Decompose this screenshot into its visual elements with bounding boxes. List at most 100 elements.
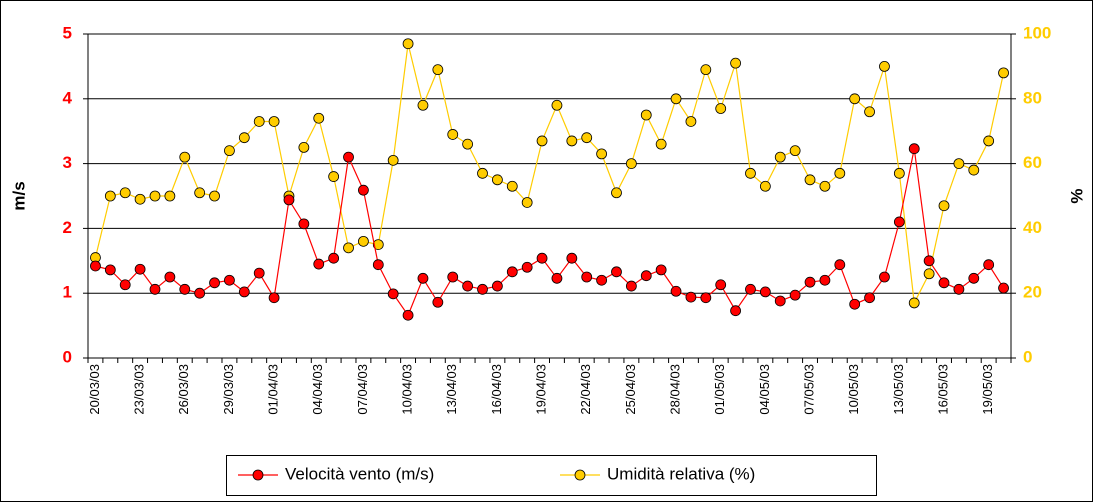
data-point xyxy=(358,235,369,247)
data-point xyxy=(581,132,593,144)
data-point xyxy=(655,138,667,150)
data-point xyxy=(491,174,503,186)
data-point xyxy=(447,129,459,140)
data-point xyxy=(432,296,444,308)
y2-axis-label: % xyxy=(1067,188,1086,203)
x-tick-label: 16/04/03 xyxy=(489,364,504,415)
data-point xyxy=(804,276,816,288)
data-point xyxy=(179,283,191,295)
x-tick-label: 19/04/03 xyxy=(533,364,548,415)
data-point xyxy=(819,274,831,286)
data-point xyxy=(953,283,965,295)
data-point xyxy=(238,286,250,298)
data-point xyxy=(477,167,488,179)
data-point xyxy=(268,292,280,304)
data-point xyxy=(879,61,890,72)
data-point xyxy=(164,271,176,283)
data-point xyxy=(462,138,474,150)
data-point xyxy=(491,280,503,292)
data-point xyxy=(685,116,697,127)
data-point xyxy=(417,99,429,111)
x-tick-label: 23/03/03 xyxy=(132,364,147,415)
data-point xyxy=(923,255,935,267)
data-point xyxy=(402,309,414,321)
data-point xyxy=(893,167,905,179)
x-tick-label: 01/04/03 xyxy=(266,364,281,415)
data-point xyxy=(119,187,131,199)
data-point xyxy=(417,272,429,284)
data-point xyxy=(402,38,414,50)
data-point xyxy=(834,167,846,179)
data-point xyxy=(715,103,727,114)
data-point xyxy=(194,187,206,199)
data-point xyxy=(283,194,295,206)
data-point xyxy=(253,267,265,279)
data-point xyxy=(819,180,831,192)
data-point xyxy=(953,158,965,170)
data-point xyxy=(849,93,861,105)
data-point xyxy=(90,260,101,272)
data-point xyxy=(298,218,310,230)
data-point xyxy=(611,266,622,278)
data-point xyxy=(104,190,116,202)
data-point xyxy=(789,145,801,157)
data-point xyxy=(640,270,652,282)
data-point xyxy=(938,200,950,212)
data-point xyxy=(224,274,235,286)
x-tick-label: 26/03/03 xyxy=(176,364,191,415)
data-point xyxy=(134,193,146,205)
data-point xyxy=(253,116,265,127)
data-point xyxy=(358,184,369,196)
data-point xyxy=(551,272,563,284)
y-tick-label: 2 xyxy=(63,218,72,237)
y-tick-label: 5 xyxy=(63,23,72,42)
data-point xyxy=(715,279,727,291)
data-point xyxy=(700,64,712,76)
x-tick-label: 25/04/03 xyxy=(623,364,638,415)
data-point xyxy=(596,148,608,160)
y2-tick-label: 20 xyxy=(1023,283,1042,302)
data-point xyxy=(625,280,637,292)
data-point xyxy=(998,282,1009,294)
data-point xyxy=(149,283,161,295)
data-point xyxy=(194,287,206,299)
x-tick-label: 07/04/03 xyxy=(355,364,370,415)
data-point xyxy=(462,280,474,292)
data-point xyxy=(834,259,846,271)
legend-label: Umidità relativa (%) xyxy=(607,464,755,483)
data-point xyxy=(566,252,578,264)
data-point xyxy=(238,132,250,144)
data-point xyxy=(506,180,518,192)
y-axis-label: m/s xyxy=(9,181,28,210)
data-point xyxy=(447,271,459,283)
data-point xyxy=(521,197,533,208)
data-point xyxy=(983,135,995,147)
data-point xyxy=(759,180,771,192)
y2-tick-label: 60 xyxy=(1023,153,1042,172)
data-point xyxy=(908,297,920,309)
data-point xyxy=(685,291,697,303)
data-point xyxy=(179,151,191,163)
data-point xyxy=(908,143,920,155)
legend-label: Velocità vento (m/s) xyxy=(285,464,434,483)
x-tick-label: 16/05/03 xyxy=(935,364,950,415)
x-tick-label: 19/05/03 xyxy=(980,364,995,415)
data-point xyxy=(596,274,608,286)
data-point xyxy=(149,190,161,202)
x-tick-label: 13/05/03 xyxy=(891,364,906,415)
data-point xyxy=(923,268,935,280)
data-point xyxy=(536,135,548,147)
y-tick-label: 3 xyxy=(63,153,72,172)
data-point xyxy=(864,106,875,118)
data-point xyxy=(670,93,682,105)
data-point xyxy=(372,259,384,271)
data-point xyxy=(119,279,131,291)
data-point xyxy=(789,289,801,301)
data-point xyxy=(730,305,741,317)
data-point xyxy=(313,112,325,124)
data-point xyxy=(209,277,220,289)
data-point xyxy=(268,116,280,127)
data-point xyxy=(164,190,176,202)
y-tick-label: 0 xyxy=(63,347,72,366)
data-point xyxy=(864,292,875,304)
